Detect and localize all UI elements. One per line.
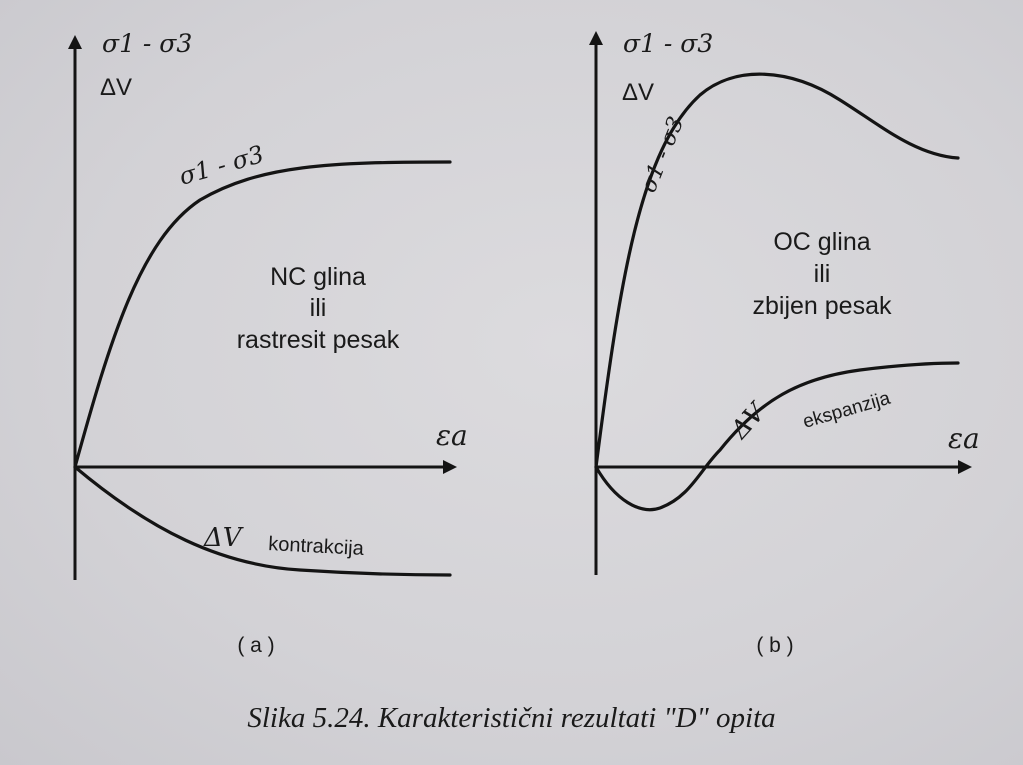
panel-a-volume-behavior: kontrakcija xyxy=(268,533,365,560)
panel-a-label: ( a ) xyxy=(237,634,274,657)
panel-b-material-line2: ili xyxy=(814,260,831,288)
panel-b-label: ( b ) xyxy=(756,634,793,657)
panel-a-x-label: εa xyxy=(436,419,468,452)
panel-a: σ1 - σ3 ΔV εa σ1 - σ3 ΔV kontrakcija NC … xyxy=(68,29,468,657)
panel-b-volume-curve xyxy=(594,361,960,512)
panel-b-material-line1: OC glina xyxy=(773,228,870,256)
panel-a-material-line1: NC glina xyxy=(270,263,366,291)
panel-b-y-label-stress: σ1 - σ3 xyxy=(623,29,713,58)
panel-a-stress-curve-label: σ1 - σ3 xyxy=(176,140,267,191)
figure: σ1 - σ3 ΔV εa σ1 - σ3 ΔV kontrakcija NC … xyxy=(68,29,980,657)
panel-a-material-line2: ili xyxy=(310,294,327,322)
panel-b-volume-behavior: ekspanzija xyxy=(801,388,894,433)
panel-b-stress-curve-label: σ1 - σ3 xyxy=(636,113,689,196)
figure-caption: Slika 5.24. Karakteristični rezultati "D… xyxy=(247,702,776,734)
panel-b-material-line3: zbijen pesak xyxy=(753,292,892,320)
panel-b: σ1 - σ3 ΔV εa σ1 - σ3 ΔV ekspanzija OC g… xyxy=(589,29,980,657)
panel-a-volume-curve-label: ΔV xyxy=(203,523,244,553)
panel-a-y-label-volume: ΔV xyxy=(100,74,132,101)
panel-a-volume-curve xyxy=(73,465,452,577)
panel-b-stress-curve xyxy=(594,72,960,469)
panel-b-y-label-volume: ΔV xyxy=(622,79,654,106)
panel-a-y-label-stress: σ1 - σ3 xyxy=(102,29,192,58)
panel-a-stress-curve xyxy=(73,160,452,469)
panel-b-x-label: εa xyxy=(948,422,980,455)
panel-a-material-line3: rastresit pesak xyxy=(237,326,400,354)
